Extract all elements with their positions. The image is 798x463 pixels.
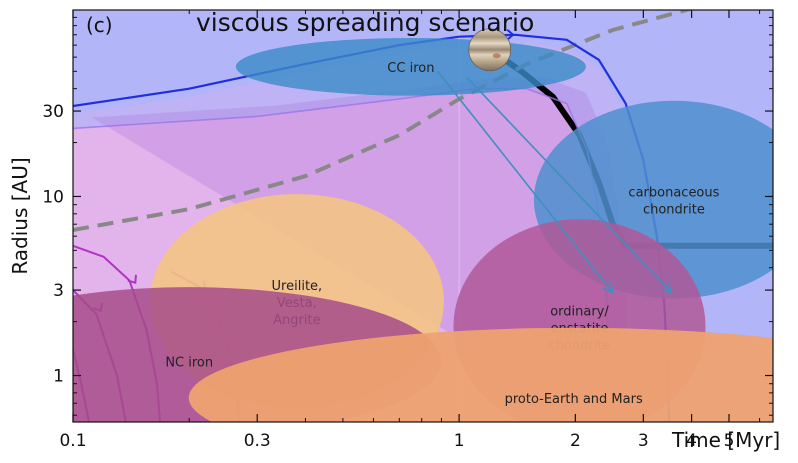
jupiter-icon bbox=[468, 28, 512, 72]
axes: 0.1 0.3 1 2 3 4 5 1 3 10 30 bbox=[42, 10, 773, 451]
region-label-cc-iron: CC iron bbox=[387, 61, 434, 76]
region-label-carbonaceous-chondrite: carbonaceous chondrite bbox=[628, 186, 719, 218]
flow-chevron-4 bbox=[506, 28, 515, 41]
chart-title: viscous spreading scenario bbox=[196, 8, 534, 37]
plot-frame bbox=[72, 9, 774, 423]
x-axis-label: Time [Myr] bbox=[671, 428, 780, 452]
migration-arrowhead-1 bbox=[660, 281, 673, 295]
region-label-nc-iron: NC iron bbox=[165, 355, 213, 370]
x-tick-label-0: 0.1 bbox=[59, 431, 86, 451]
y-axis-label: Radius [AU] bbox=[8, 157, 32, 274]
y-tick-label-3: 30 bbox=[42, 102, 64, 122]
x-tick-label-5: 4 bbox=[686, 431, 697, 451]
y-tick-label-0: 1 bbox=[53, 367, 64, 387]
migration-arrowhead-0 bbox=[602, 281, 614, 295]
x-tick-label-1: 0.3 bbox=[244, 431, 271, 451]
x-tick-label-4: 3 bbox=[638, 431, 649, 451]
migration-arrow-1 bbox=[466, 77, 673, 294]
x-tick-label-3: 2 bbox=[570, 431, 581, 451]
region-proto-earth-and-mars bbox=[188, 327, 773, 422]
flow-chevron-1 bbox=[127, 274, 137, 284]
x-tick-label-2: 1 bbox=[454, 431, 465, 451]
y-tick-label-1: 3 bbox=[53, 281, 64, 301]
panel-label: (c) bbox=[86, 13, 113, 37]
x-tick-label-6: 5 bbox=[724, 431, 735, 451]
y-tick-label-2: 10 bbox=[42, 187, 64, 207]
region-label-proto-earth-and-mars: proto-Earth and Mars bbox=[505, 392, 643, 407]
migration-arrow-0 bbox=[437, 70, 614, 294]
